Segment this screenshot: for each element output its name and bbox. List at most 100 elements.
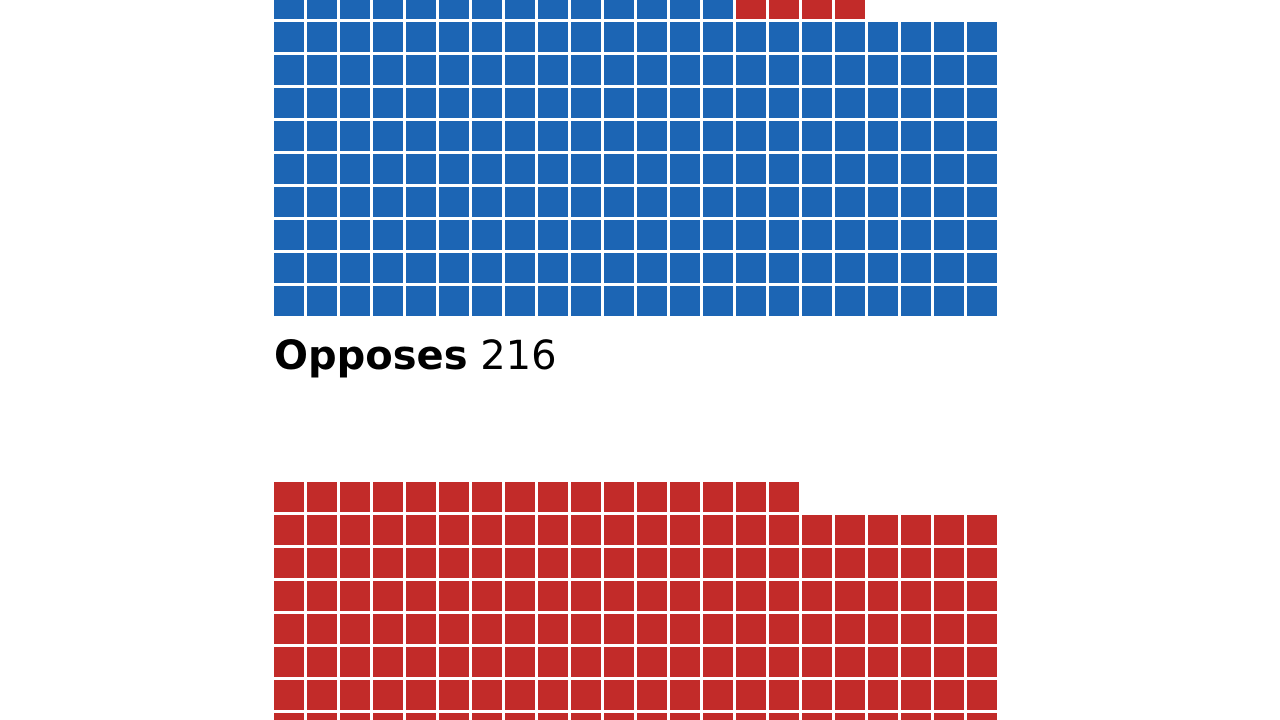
waffle-cell — [835, 581, 865, 611]
waffle-cell — [439, 713, 469, 720]
waffle-cell — [835, 548, 865, 578]
waffle-cell — [274, 515, 304, 545]
waffle-cell — [340, 88, 370, 118]
waffle-cell — [472, 88, 502, 118]
waffle-cell — [835, 680, 865, 710]
waffle-cell — [736, 88, 766, 118]
waffle-cell — [274, 253, 304, 283]
waffle-cell — [505, 647, 535, 677]
waffle-cell — [340, 515, 370, 545]
waffle-cell — [307, 154, 337, 184]
waffle-cell — [307, 253, 337, 283]
waffle-cell — [802, 515, 832, 545]
waffle-cell — [736, 55, 766, 85]
waffle-cell — [703, 0, 733, 19]
waffle-cell — [736, 286, 766, 316]
waffle-cell — [934, 581, 964, 611]
waffle-cell — [670, 548, 700, 578]
waffle-cell — [934, 154, 964, 184]
waffle-cell — [472, 581, 502, 611]
waffle-cell — [472, 680, 502, 710]
waffle-cell — [967, 88, 997, 118]
waffle-cell — [307, 286, 337, 316]
waffle-cell — [538, 121, 568, 151]
waffle-cell — [604, 515, 634, 545]
waffle-cell — [274, 121, 304, 151]
waffle-cell — [274, 55, 304, 85]
waffle-cell — [505, 581, 535, 611]
waffle-cell — [505, 121, 535, 151]
waffle-cell — [835, 55, 865, 85]
waffle-cell — [868, 154, 898, 184]
waffle-cell — [901, 220, 931, 250]
waffle-cell — [670, 515, 700, 545]
waffle-cell — [373, 680, 403, 710]
waffle-cell — [901, 647, 931, 677]
waffle-cell — [967, 548, 997, 578]
waffle-cell — [340, 614, 370, 644]
waffle-cell — [571, 286, 601, 316]
waffle-cell — [472, 548, 502, 578]
waffle-cell — [901, 22, 931, 52]
waffle-cell — [835, 647, 865, 677]
waffle-cell — [307, 713, 337, 720]
waffle-cell — [703, 22, 733, 52]
waffle-cell — [802, 22, 832, 52]
waffle-cell — [340, 253, 370, 283]
waffle-cell — [637, 713, 667, 720]
waffle-cell — [769, 680, 799, 710]
waffle-cell — [736, 614, 766, 644]
waffle-cell — [868, 253, 898, 283]
waffle-cell — [703, 482, 733, 512]
waffle-cell — [736, 713, 766, 720]
waffle-cell — [373, 548, 403, 578]
waffle-cell — [769, 647, 799, 677]
waffle-cell — [802, 154, 832, 184]
waffle-cell — [736, 647, 766, 677]
waffle-cell — [406, 515, 436, 545]
waffle-cell — [307, 647, 337, 677]
waffle-cell — [769, 614, 799, 644]
waffle-cell — [967, 55, 997, 85]
waffle-cell — [934, 614, 964, 644]
waffle-cell — [406, 187, 436, 217]
waffle-cell — [571, 0, 601, 19]
waffle-cell — [373, 253, 403, 283]
waffle-cell — [736, 548, 766, 578]
waffle-cell — [901, 154, 931, 184]
waffle-cell — [868, 713, 898, 720]
waffle-cell — [340, 713, 370, 720]
waffle-cell — [472, 55, 502, 85]
waffle-cell — [406, 680, 436, 710]
waffle-cell — [670, 713, 700, 720]
waffle-cell — [802, 55, 832, 85]
waffle-cell — [670, 22, 700, 52]
waffle-cell — [868, 121, 898, 151]
waffle-cell — [967, 121, 997, 151]
waffle-cell — [538, 286, 568, 316]
waffle-cell — [472, 253, 502, 283]
waffle-cell — [835, 154, 865, 184]
waffle-cell — [967, 680, 997, 710]
waffle-cell — [439, 220, 469, 250]
waffle-cell — [538, 482, 568, 512]
waffle-cell — [274, 154, 304, 184]
waffle-cell — [769, 253, 799, 283]
waffle-cell — [901, 680, 931, 710]
waffle-cell — [538, 581, 568, 611]
waffle-cell — [637, 22, 667, 52]
waffle-cell — [802, 614, 832, 644]
waffle-cell — [307, 482, 337, 512]
waffle-cell — [967, 154, 997, 184]
waffle-cell — [967, 647, 997, 677]
waffle-cell — [439, 154, 469, 184]
waffle-cell — [406, 253, 436, 283]
waffle-cell — [538, 614, 568, 644]
waffle-cell — [736, 253, 766, 283]
waffle-cell — [472, 154, 502, 184]
waffle-cell — [406, 647, 436, 677]
waffle-cell — [406, 548, 436, 578]
waffle-cell — [637, 220, 667, 250]
waffle-cell — [604, 0, 634, 19]
waffle-cell — [274, 220, 304, 250]
